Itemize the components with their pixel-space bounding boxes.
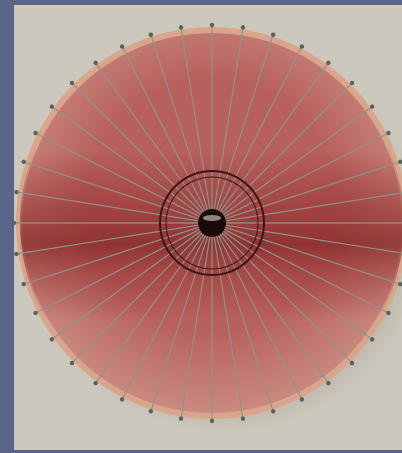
rib-tip (398, 159, 402, 165)
rib-tip (178, 416, 184, 421)
rib (219, 106, 373, 218)
rib-tip (209, 418, 215, 424)
rib (23, 161, 203, 221)
rib (180, 27, 212, 214)
rib-tip (326, 380, 331, 386)
rib-tip (178, 25, 184, 30)
rib (221, 225, 401, 285)
rib (121, 46, 208, 215)
rib (214, 232, 274, 412)
rib (71, 229, 206, 364)
rib (221, 161, 401, 221)
rib (221, 223, 402, 254)
rib-tip (21, 281, 26, 287)
rib-tip (326, 60, 331, 66)
rib (150, 232, 210, 412)
rib (216, 46, 303, 215)
rib-tip (93, 60, 98, 66)
rib (51, 228, 205, 340)
rib (216, 231, 303, 400)
rib-tip (369, 104, 375, 109)
frame-top-edge (0, 0, 402, 5)
rib-tip (369, 337, 375, 342)
rib-tip (148, 409, 154, 414)
rib-tip (240, 25, 246, 30)
rib-tip (14, 251, 19, 257)
rib (220, 132, 389, 219)
ribs-group (11, 22, 402, 424)
rib (16, 191, 203, 223)
rib (35, 132, 204, 219)
frame-bottom-edge (0, 450, 402, 453)
rib (121, 231, 208, 400)
rib-tip (119, 397, 125, 402)
rib-tip (148, 32, 154, 37)
rib (214, 34, 274, 214)
frame-left-edge (0, 0, 14, 453)
rib (220, 227, 389, 314)
rib (217, 62, 329, 216)
rib-tip (240, 416, 246, 421)
rib (95, 62, 207, 216)
rib-tip (69, 360, 75, 366)
rib-tip (33, 310, 38, 316)
rib-tip (209, 22, 215, 28)
rib (219, 228, 373, 340)
rib-tip (93, 380, 98, 386)
rib (16, 223, 203, 255)
rib-tip (49, 104, 55, 109)
rib (95, 230, 207, 384)
rib (23, 225, 203, 285)
rib (51, 106, 205, 218)
rib (212, 232, 244, 419)
rib (180, 232, 212, 419)
rib (217, 230, 329, 384)
rib-tip (69, 80, 75, 86)
rib (212, 27, 244, 214)
rib-tip (270, 32, 276, 37)
rib-tip (299, 397, 305, 402)
rib-tip (349, 360, 355, 366)
rib-tip (33, 130, 38, 136)
hub-outer-ring (159, 170, 265, 276)
rib (221, 192, 402, 223)
rib-tip (270, 409, 276, 414)
hub-highlight (203, 215, 221, 221)
rib-tip (11, 220, 17, 226)
rib-tip (349, 80, 355, 86)
rib-tip (386, 310, 391, 316)
rib-tip (119, 44, 125, 49)
hub-cap (198, 209, 226, 237)
rib (218, 82, 353, 217)
hub-inner-ring (165, 176, 259, 270)
rib-tip (49, 337, 55, 342)
rib (218, 229, 353, 364)
rib-tip (386, 130, 391, 136)
rib-tip (21, 159, 26, 165)
rib (150, 34, 210, 214)
rib-tip (14, 189, 19, 195)
rib (71, 82, 206, 217)
rib-tip (398, 281, 402, 287)
rib (35, 227, 204, 314)
rib-tip (299, 44, 305, 49)
